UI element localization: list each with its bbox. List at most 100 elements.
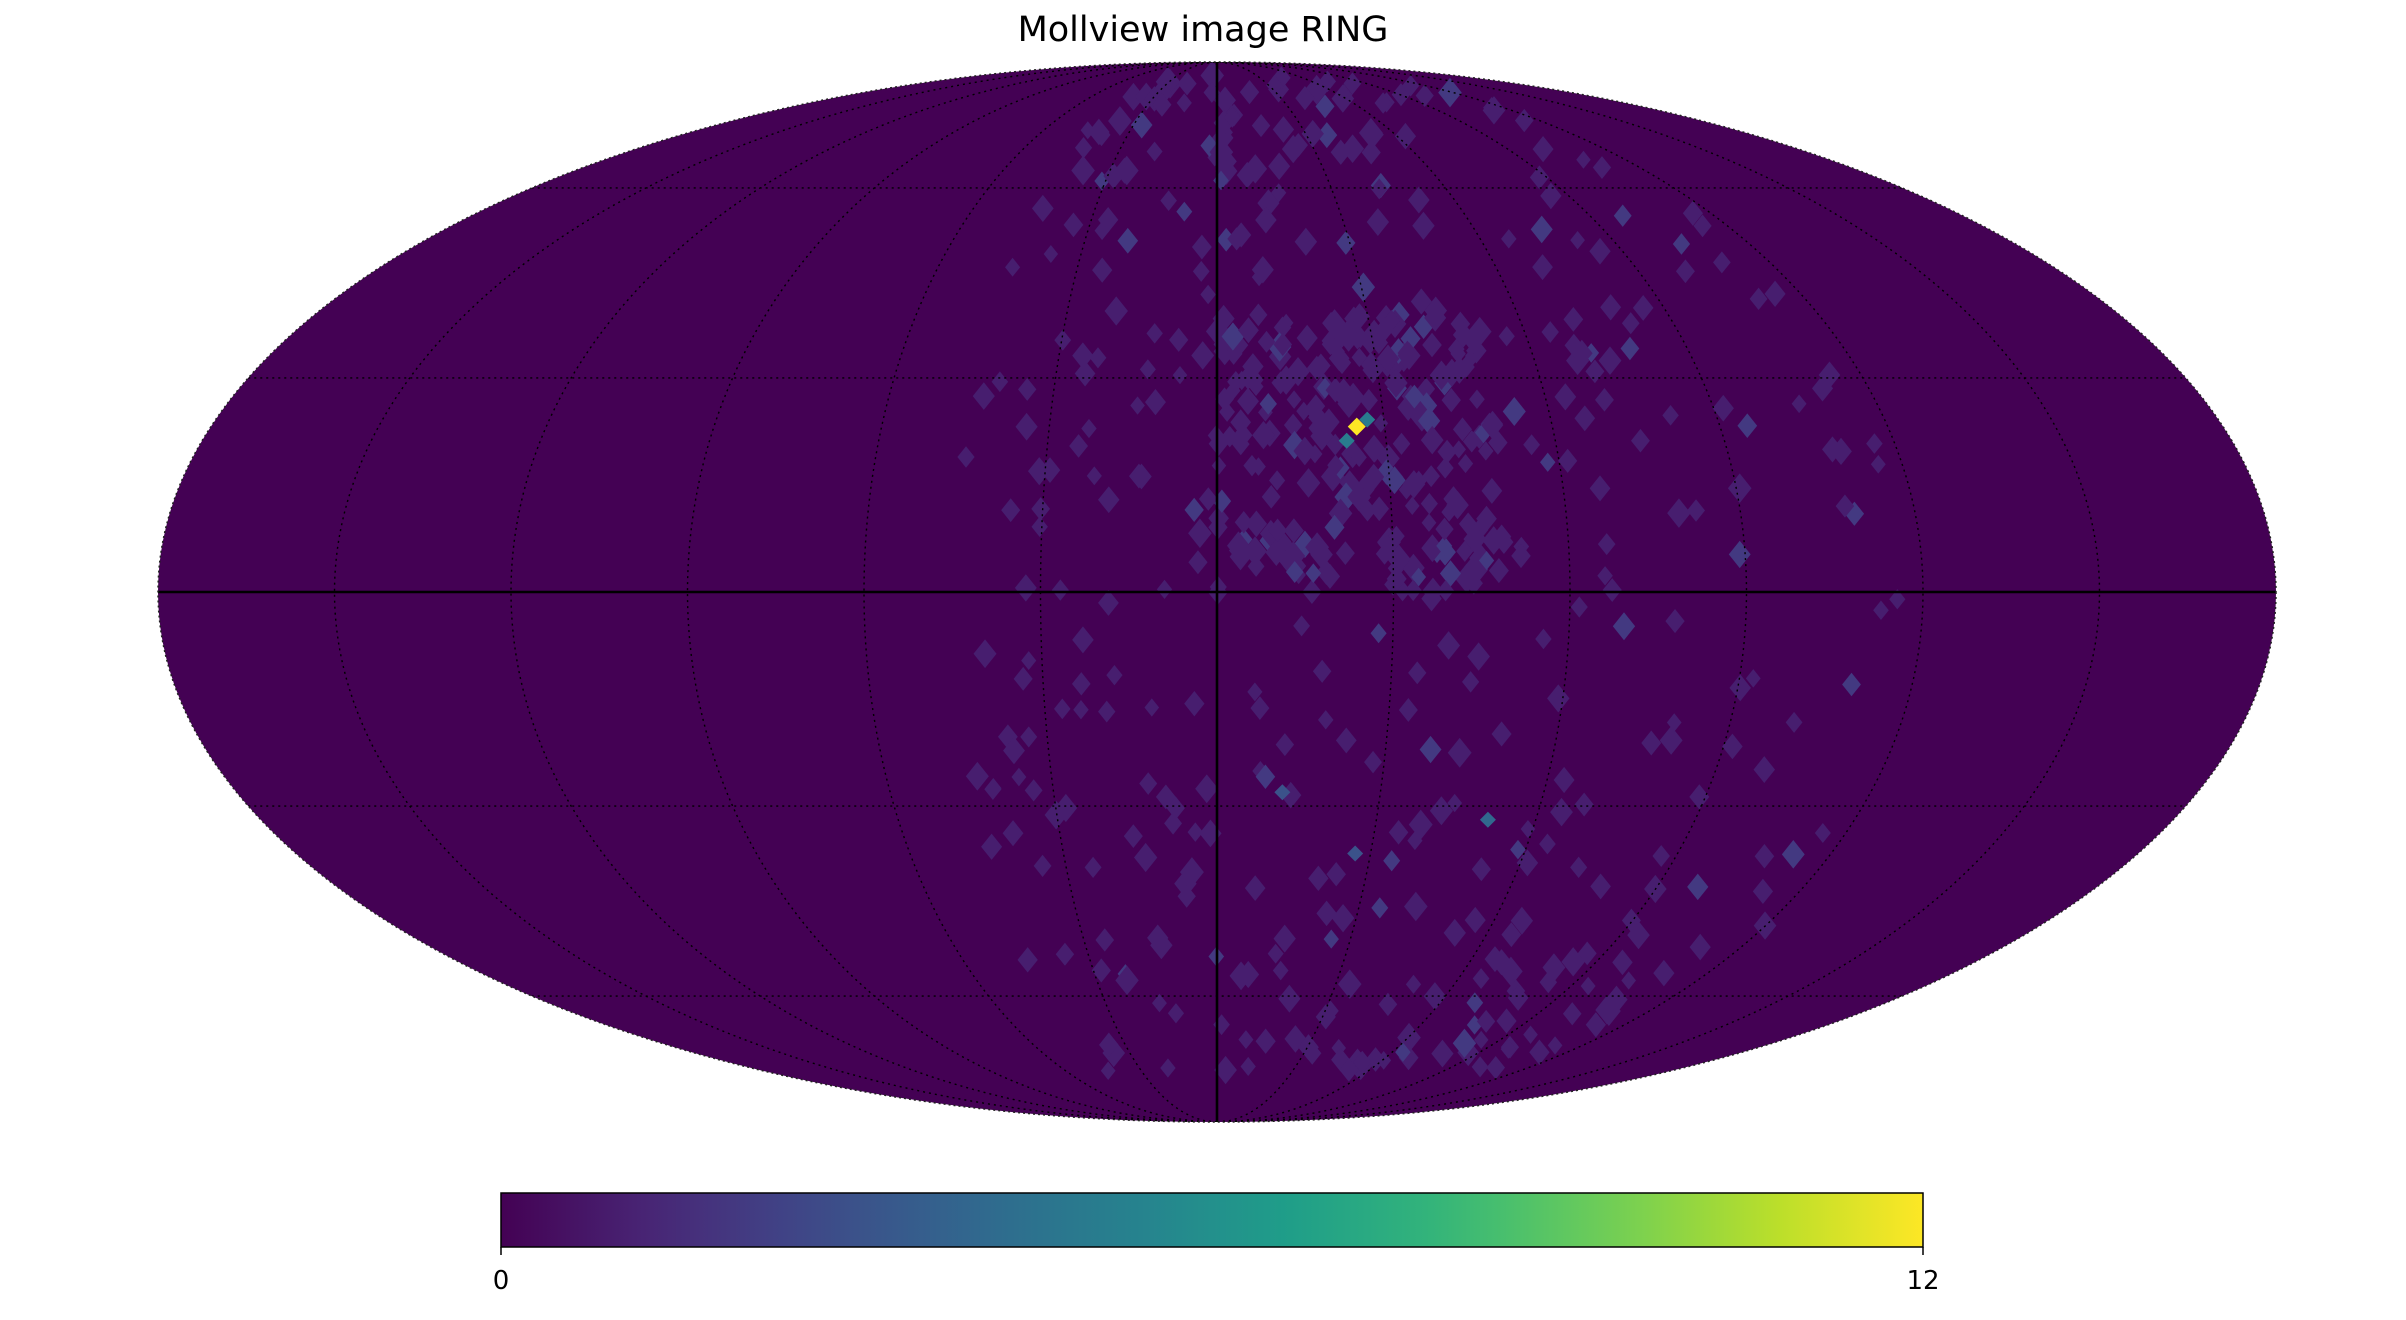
- map-pixel: [1200, 284, 1216, 305]
- map-pixel: [1463, 327, 1485, 354]
- map-pixel: [1488, 558, 1509, 584]
- map-pixel: [1353, 1050, 1372, 1074]
- map-pixel: [1662, 405, 1679, 426]
- map-pixel: [1337, 324, 1360, 352]
- map-pixel: [1268, 470, 1286, 491]
- map-pixel: [1529, 165, 1550, 190]
- map-pixel: [1274, 365, 1298, 395]
- map-pixel: [1421, 534, 1444, 563]
- map-pixel: [1592, 156, 1612, 180]
- map-pixel: [1415, 84, 1434, 108]
- map-pixel: [1014, 574, 1037, 602]
- map-pixel: [1301, 119, 1324, 148]
- map-pixel: [1471, 857, 1491, 882]
- map-pixel: [1535, 628, 1552, 650]
- graticule: [158, 62, 2276, 1122]
- map-pixel: [1108, 106, 1132, 136]
- map-pixel: [1285, 560, 1304, 583]
- map-pixel: [1122, 82, 1145, 111]
- map-pixel: [1043, 245, 1059, 264]
- map-pixel: [1271, 537, 1287, 557]
- map-pixel: [1370, 178, 1388, 200]
- map-pixel: [1464, 554, 1484, 579]
- map-pixel: [1089, 347, 1107, 369]
- map-pixel: [1242, 353, 1264, 380]
- map-pixel: [1621, 971, 1637, 990]
- map-pixel: [1400, 342, 1418, 364]
- map-pixel: [1234, 510, 1253, 534]
- map-pixel: [1249, 303, 1268, 327]
- map-pixel: [1440, 358, 1464, 387]
- map-pixel: [1502, 397, 1526, 426]
- map-pixel: [1598, 346, 1622, 375]
- map-pixel: [1594, 388, 1614, 412]
- map-pixel: [1421, 513, 1437, 532]
- map-pixel: [1501, 922, 1522, 948]
- map-pixel: [1613, 204, 1632, 227]
- map-pixel: [1520, 819, 1536, 839]
- map-pixel: [1329, 341, 1345, 362]
- map-pixel: [1727, 473, 1752, 503]
- map-pixel: [1221, 322, 1245, 351]
- map-pixel: [957, 446, 975, 468]
- map-pixel: [1238, 317, 1259, 344]
- map-pixel: [1384, 368, 1408, 398]
- map-pixel: [1576, 150, 1591, 169]
- map-pixel: [1383, 850, 1401, 872]
- map-pixel: [1446, 491, 1469, 520]
- map-pixel: [1311, 353, 1331, 378]
- map-pixel: [1386, 566, 1407, 592]
- map-pixel: [1510, 906, 1534, 935]
- map-pixel: [1752, 878, 1774, 905]
- map-pixel: [981, 833, 1003, 860]
- map-pixel: [1250, 696, 1270, 721]
- map-pixel: [1378, 992, 1398, 1017]
- map-pixel: [1361, 140, 1381, 165]
- map-pixel: [1689, 784, 1710, 810]
- map-pixel: [1323, 929, 1339, 949]
- map-pixel: [1288, 133, 1308, 158]
- map-pixel: [1781, 840, 1805, 869]
- map-pixel: [1134, 842, 1158, 873]
- map-pixel: [1376, 344, 1400, 373]
- map-pixel: [1031, 516, 1048, 538]
- map-pixel: [1422, 332, 1442, 358]
- map-pixel: [1457, 454, 1474, 474]
- map-pixel: [1160, 190, 1177, 212]
- map-pixel: [972, 382, 995, 410]
- map-pixel: [1092, 257, 1113, 283]
- map-pixel: [1481, 411, 1504, 440]
- map-pixel: [1420, 425, 1444, 455]
- map-pixel: [1441, 387, 1461, 413]
- map-pixel: [1621, 312, 1640, 335]
- map-pixel: [1251, 114, 1271, 138]
- map-pixel: [1351, 447, 1367, 467]
- map-pixel: [1236, 161, 1258, 189]
- map-pixel: [1278, 984, 1301, 1013]
- map-pixel: [1293, 436, 1317, 466]
- map-pixel: [1071, 155, 1095, 186]
- map-pixel: [1408, 661, 1427, 685]
- map-pixel: [1156, 579, 1173, 599]
- map-pixel: [973, 639, 997, 669]
- map-pixel: [1822, 436, 1843, 463]
- map-pixel: [1352, 327, 1369, 349]
- map-pixel: [1443, 918, 1466, 947]
- map-pixel: [1540, 182, 1562, 210]
- map-pixel: [1404, 891, 1428, 922]
- map-pixel: [1315, 1004, 1336, 1030]
- map-pixel: [1335, 541, 1355, 566]
- map-pixel: [1585, 1012, 1606, 1038]
- map-pixel: [1081, 418, 1097, 439]
- map-pixel: [991, 371, 1009, 393]
- map-pixel: [1310, 540, 1333, 569]
- map-pixel: [1199, 819, 1222, 848]
- map-pixel: [1404, 384, 1424, 409]
- map-pixel: [1252, 421, 1275, 450]
- map-pixel: [1188, 550, 1208, 575]
- map-pixel: [1219, 402, 1236, 422]
- map-outline: [157, 61, 2277, 1123]
- map-pixel: [1641, 730, 1662, 756]
- meridian-line: [1216, 62, 1924, 1122]
- map-pixel: [1237, 387, 1259, 415]
